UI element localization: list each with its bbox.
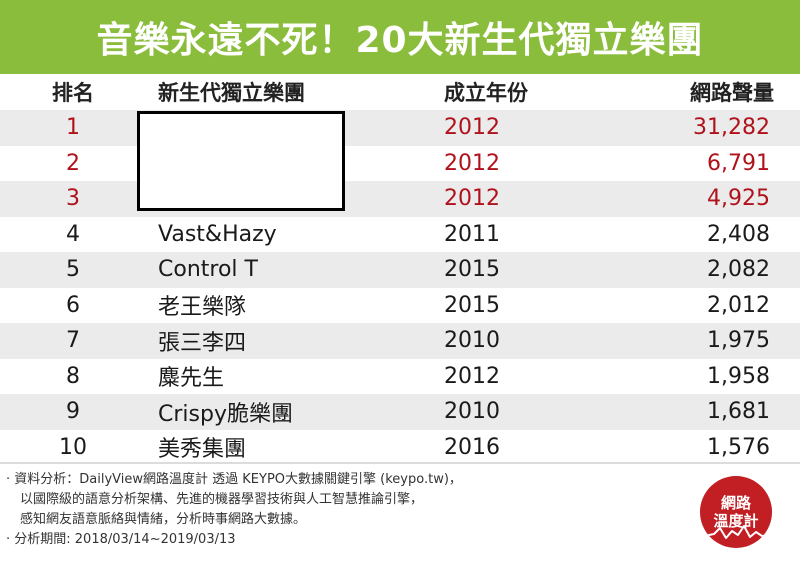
band-name-cell: Vast&Hazy <box>158 221 277 247</box>
logo-text-line2: 溫度計 <box>713 512 759 530</box>
rank-cell: 5 <box>66 257 80 283</box>
table-row: 3 2012 4,925 <box>0 181 800 217</box>
volume-cell: 2,012 <box>707 292 770 318</box>
band-name-cell: Control T <box>158 257 258 283</box>
logo-wave-icon <box>703 525 771 539</box>
footer-source-note: · 資料分析：DailyView網路溫度計 透過 KEYPO大數據關鍵引擎 (k… <box>6 472 462 487</box>
volume-cell: 1,576 <box>707 434 770 460</box>
year-cell: 2015 <box>444 292 500 318</box>
logo-text-line1: 網路 <box>720 494 751 512</box>
year-cell: 2015 <box>444 257 500 283</box>
band-name-cell: 張三李四 <box>158 330 247 356</box>
rank-cell: 1 <box>66 115 80 141</box>
table-row: 8 麋先生 2012 1,958 <box>0 359 800 395</box>
table-row: 6 老王樂隊 2015 2,012 <box>0 288 800 324</box>
volume-cell: 1,958 <box>707 363 770 389</box>
rank-cell: 7 <box>66 328 80 354</box>
rank-cell: 8 <box>66 363 80 389</box>
year-cell: 2016 <box>444 434 500 460</box>
volume-cell: 6,791 <box>707 150 770 176</box>
table-row: 1 2012 31,282 <box>0 110 800 146</box>
table-header: 排名 新生代獨立樂團 成立年份 網路聲量 <box>0 74 800 110</box>
volume-cell: 2,082 <box>707 257 770 283</box>
rank-cell: 4 <box>66 221 80 247</box>
volume-cell: 2,408 <box>707 221 770 247</box>
rank-cell: 10 <box>59 434 87 460</box>
table-row: 4 Vast&Hazy 2011 2,408 <box>0 217 800 253</box>
header-volume: 網路聲量 <box>690 81 774 105</box>
volume-cell: 31,282 <box>693 115 770 141</box>
header-year: 成立年份 <box>444 81 528 105</box>
band-name-cell: Crispy脆樂團 <box>158 401 293 427</box>
rank-cell: 6 <box>66 292 80 318</box>
title-banner: 音樂永遠不死！20大新生代獨立樂團 <box>0 0 800 74</box>
table-row: 10 美秀集團 2016 1,576 <box>0 430 800 466</box>
year-cell: 2012 <box>444 150 500 176</box>
table-row: 7 張三李四 2010 1,975 <box>0 323 800 359</box>
table-row: 5 Control T 2015 2,082 <box>0 252 800 288</box>
divider <box>0 462 800 464</box>
year-cell: 2012 <box>444 186 500 212</box>
year-cell: 2010 <box>444 399 500 425</box>
redaction-box <box>137 111 345 211</box>
year-cell: 2010 <box>444 328 500 354</box>
band-name-cell: 麋先生 <box>158 366 225 392</box>
ranking-table: 排名 新生代獨立樂團 成立年份 網路聲量 1 2012 31,282 2 201… <box>0 74 800 465</box>
year-cell: 2012 <box>444 115 500 141</box>
rank-cell: 2 <box>66 150 80 176</box>
volume-cell: 4,925 <box>707 186 770 212</box>
footer-method-note: 以國際級的語意分析架構、先進的機器學習技術與人工智慧推論引擎， <box>20 492 424 507</box>
band-name-cell: 老王樂隊 <box>158 295 247 321</box>
footer-notes: · 資料分析：DailyView網路溫度計 透過 KEYPO大數據關鍵引擎 (k… <box>6 470 686 550</box>
year-cell: 2011 <box>444 221 500 247</box>
page-title: 音樂永遠不死！20大新生代獨立樂團 <box>96 20 704 61</box>
year-cell: 2012 <box>444 363 500 389</box>
dailyview-logo: 網路 溫度計 <box>700 476 772 548</box>
rank-cell: 9 <box>66 399 80 425</box>
footer-period-note: · 分析期間: 2018/03/14~2019/03/13 <box>6 532 236 547</box>
volume-cell: 1,975 <box>707 328 770 354</box>
table-row: 9 Crispy脆樂團 2010 1,681 <box>0 394 800 430</box>
header-name: 新生代獨立樂團 <box>158 81 305 105</box>
rank-cell: 3 <box>66 186 80 212</box>
volume-cell: 1,681 <box>707 399 770 425</box>
table-row: 2 2012 6,791 <box>0 146 800 182</box>
footer-method-note-2: 感知網友語意脈絡與情緒，分析時事網路大數據。 <box>20 512 307 527</box>
band-name-cell: 美秀集團 <box>158 437 247 463</box>
header-rank: 排名 <box>52 81 94 105</box>
